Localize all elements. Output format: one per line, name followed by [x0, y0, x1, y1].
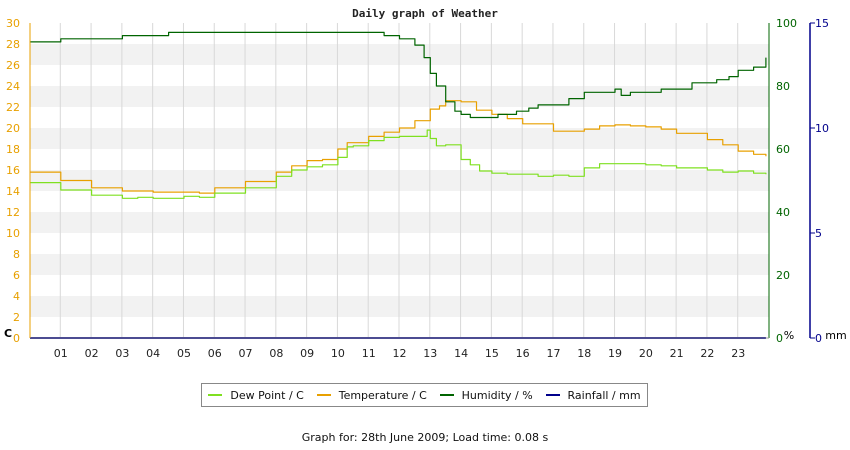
- x-tick-label: 19: [608, 347, 622, 360]
- x-tick-label: 22: [700, 347, 714, 360]
- humidity-tick-label: 100: [776, 17, 797, 30]
- x-tick-label: 17: [546, 347, 560, 360]
- humidity-axis-ticks: 0 20 40 60 80 100: [776, 17, 797, 345]
- humidity-tick-label: 40: [776, 206, 790, 219]
- rain-axis-unit: mm: [825, 329, 846, 342]
- rain-axis-ticks: 0 5 10 15: [810, 17, 829, 345]
- legend-label-humidity: Humidity / %: [461, 388, 533, 402]
- x-tick-label: 20: [639, 347, 653, 360]
- humidity-tick-label: 0: [776, 332, 783, 345]
- rain-tick-label: 5: [815, 227, 822, 240]
- legend-label-rainfall: Rainfall / mm: [567, 388, 641, 402]
- rain-tick-label: 0: [815, 332, 822, 345]
- humidity-tick-label: 80: [776, 80, 790, 93]
- graph-footer: Graph for: 28th June 2009; Load time: 0.…: [301, 431, 549, 444]
- legend-item-temperature: Temperature / C: [316, 388, 427, 402]
- x-tick-label: 23: [731, 347, 745, 360]
- left-axis-unit: C: [4, 327, 12, 340]
- x-tick-label: 05: [177, 347, 191, 360]
- x-tick-label: 03: [115, 347, 129, 360]
- left-tick-label: 12: [6, 206, 20, 219]
- x-tick-label: 07: [239, 347, 253, 360]
- rain-tick-label: 15: [815, 17, 829, 30]
- left-tick-label: 0: [13, 332, 20, 345]
- left-tick-label: 30: [6, 17, 20, 30]
- humidity-tick-label: 20: [776, 269, 790, 282]
- x-axis-ticks: 01 02 03 04 05 06 07 08 09 10 11 12 13 14 15 16 17 18 19 20…: [54, 347, 745, 360]
- humidity-tick-label: 60: [776, 143, 790, 156]
- chart-legend: Dew Point / C Temperature / C Humidity /…: [201, 383, 648, 407]
- left-tick-label: 24: [6, 80, 20, 93]
- x-tick-label: 16: [516, 347, 530, 360]
- series-line-humidity: [30, 31, 767, 119]
- axes: [29, 23, 811, 339]
- x-tick-label: 02: [85, 347, 99, 360]
- vertical-gridlines: [59, 23, 739, 338]
- x-tick-label: 15: [485, 347, 499, 360]
- x-tick-label: 06: [208, 347, 222, 360]
- left-tick-label: 8: [13, 248, 20, 261]
- left-tick-label: 10: [6, 227, 20, 240]
- left-tick-label: 20: [6, 122, 20, 135]
- legend-item-rainfall: Rainfall / mm: [545, 388, 641, 402]
- x-tick-label: 08: [269, 347, 283, 360]
- series-line-dew-point: [30, 129, 767, 199]
- x-tick-label: 18: [577, 347, 591, 360]
- legend-label-dew-point: Dew Point / C: [230, 388, 304, 402]
- left-tick-label: 6: [13, 269, 20, 282]
- chart-title: Daily graph of Weather: [352, 7, 498, 20]
- x-tick-label: 09: [300, 347, 314, 360]
- series-line-temperature: [30, 100, 767, 194]
- x-tick-label: 21: [670, 347, 684, 360]
- legend-swatch-rainfall: [545, 394, 560, 396]
- x-tick-label: 01: [54, 347, 68, 360]
- x-tick-label: 12: [393, 347, 407, 360]
- legend-item-humidity: Humidity / %: [439, 388, 533, 402]
- left-tick-label: 14: [6, 185, 20, 198]
- left-tick-label: 2: [13, 311, 20, 324]
- legend-label-temperature: Temperature / C: [338, 388, 427, 402]
- legend-item-dew-point: Dew Point / C: [208, 388, 304, 402]
- rain-tick-label: 10: [815, 122, 829, 135]
- humidity-axis-unit: %: [784, 329, 794, 342]
- legend-swatch-temperature: [316, 394, 331, 396]
- legend-swatch-dew-point: [208, 394, 223, 396]
- left-tick-label: 28: [6, 38, 20, 51]
- x-tick-label: 11: [362, 347, 376, 360]
- left-tick-label: 4: [13, 290, 20, 303]
- legend-swatch-humidity: [439, 394, 454, 396]
- left-tick-label: 18: [6, 143, 20, 156]
- left-tick-label: 26: [6, 59, 20, 72]
- x-tick-label: 04: [146, 347, 160, 360]
- left-tick-label: 16: [6, 164, 20, 177]
- x-tick-label: 14: [454, 347, 468, 360]
- x-tick-label: 10: [331, 347, 345, 360]
- x-tick-label: 13: [423, 347, 437, 360]
- left-tick-label: 22: [6, 101, 20, 114]
- weather-chart: Daily graph of Weather 02468101214161820…: [4, 7, 847, 360]
